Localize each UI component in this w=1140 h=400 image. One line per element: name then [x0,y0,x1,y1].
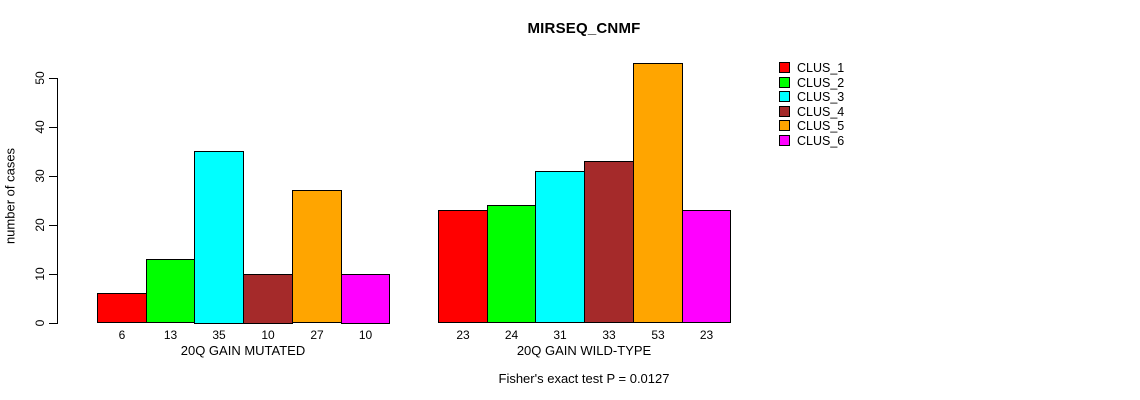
chart-title: MIRSEQ_CNMF [527,20,641,37]
y-axis-tick [49,224,57,226]
legend-swatch-icon [779,62,790,73]
legend-swatch-icon [779,76,790,88]
legend-label: CLUS_4 [797,104,845,119]
bar-value-label: 10 [261,328,275,342]
legend-label: CLUS_3 [797,90,845,105]
bar-value-label: 33 [602,328,616,342]
y-axis-tick [49,175,57,177]
bar-value-label: 53 [651,328,665,342]
y-axis-tick-label: 0 [33,319,47,326]
group-axis-label: 20Q GAIN MUTATED [180,343,306,358]
legend-label: CLUS_5 [797,119,845,134]
legend-label: CLUS_1 [797,61,845,75]
bar-clus_1-group2 [438,209,488,324]
bar-clus_2-group1 [146,258,195,324]
y-axis-tick [49,126,57,128]
y-axis-tick [49,273,57,275]
y-axis-tick-label: 30 [33,168,47,183]
y-axis-tick-label: 20 [33,217,47,232]
bar-value-label: 23 [699,328,714,342]
y-axis-tick-label: 50 [33,70,47,85]
bar-clus_4-group2 [584,160,634,324]
legend-swatch-icon [779,135,790,146]
y-axis-tick-label: 10 [33,266,47,281]
bar-clus_3-group1 [194,151,244,324]
bar-clus_2-group2 [487,204,536,324]
bar-value-label: 31 [553,328,567,342]
bar-value-label: 35 [212,328,226,342]
bar-clus_3-group2 [535,170,585,324]
legend-swatch-icon [779,120,790,132]
bar-clus_5-group2 [633,62,683,324]
legend-label: CLUS_2 [797,75,845,90]
y-axis-tick-label: 40 [33,119,47,134]
bar-clus_5-group1 [292,190,342,324]
y-axis-tick [49,77,57,79]
bar-clus_6-group2 [682,209,731,324]
legend-label: CLUS_6 [797,134,845,148]
y-axis-line [57,77,58,324]
group-axis-label: 20Q GAIN WILD-TYPE [516,343,652,358]
legend-swatch-icon [779,105,790,117]
y-axis-tick [49,322,57,324]
legend-swatch-icon [779,91,790,103]
bar-clus_6-group1 [341,273,390,324]
bar-value-label: 10 [358,328,373,342]
bar-value-label: 27 [310,328,324,342]
bar-clus_1-group1 [97,293,147,324]
bar-clus_4-group1 [243,273,293,324]
bar-value-label: 23 [456,328,470,342]
bar-value-label: 13 [163,328,178,342]
bar-value-label: 6 [118,328,126,342]
annotation-text: Fisher's exact test P = 0.0127 [498,371,670,386]
bar-value-label: 24 [504,328,519,342]
